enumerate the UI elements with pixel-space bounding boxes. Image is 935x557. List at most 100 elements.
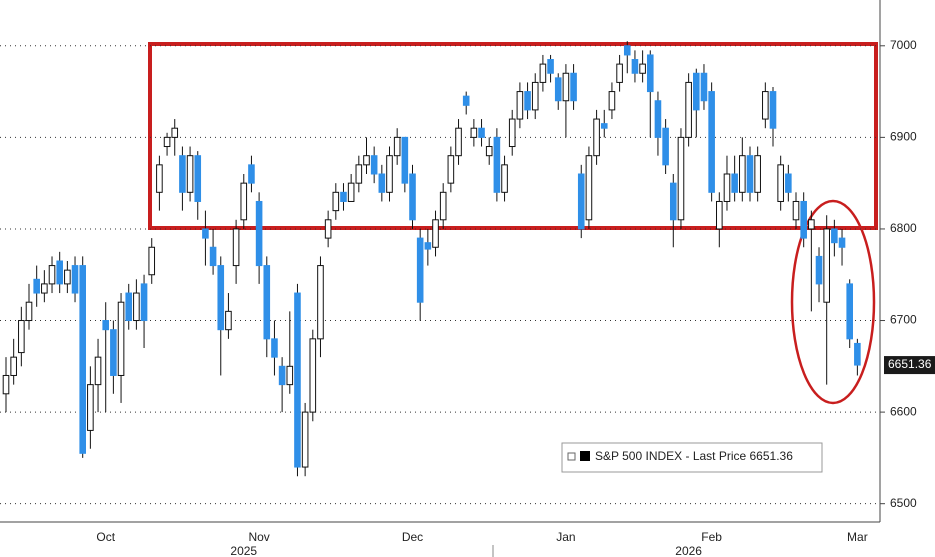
candle-body — [562, 72, 570, 102]
candle-body — [838, 237, 846, 248]
candle-body — [854, 342, 861, 366]
candle-body — [378, 173, 386, 193]
last-price-tag — [884, 356, 935, 375]
candle-body — [48, 265, 56, 285]
candle-body — [271, 338, 278, 358]
candle-body — [654, 100, 662, 138]
candle-body — [639, 63, 646, 74]
candle-body — [470, 127, 478, 138]
candle-body — [202, 228, 209, 239]
candle-body — [125, 292, 133, 322]
candle-body — [478, 127, 485, 138]
candle-body — [554, 77, 562, 102]
candle-body — [386, 155, 393, 193]
candle-body — [25, 301, 33, 322]
candle-body — [823, 228, 830, 303]
candle-body — [340, 191, 347, 202]
candle-body — [163, 136, 171, 148]
candle-body — [846, 283, 854, 340]
candle-body — [102, 320, 110, 331]
candle-body — [600, 123, 608, 129]
candle-body — [424, 242, 432, 250]
candle-body — [570, 72, 577, 102]
y-tick-label: 6600 — [890, 404, 917, 418]
candle-body — [363, 155, 370, 166]
candle-body — [516, 91, 524, 120]
candle-body — [769, 91, 777, 129]
candle-body — [646, 54, 654, 93]
candle-body — [370, 155, 378, 175]
candle-body — [677, 136, 685, 221]
candle-body — [18, 320, 25, 354]
candle-body — [117, 301, 125, 376]
x-tick-label: Feb — [701, 530, 722, 544]
candle-body — [746, 155, 754, 193]
candle-body — [347, 182, 355, 202]
candle-body — [64, 269, 71, 285]
candle-body — [156, 164, 163, 193]
candle-body — [140, 283, 148, 322]
candle-body — [286, 365, 294, 386]
candle-body — [777, 164, 784, 202]
candle-body — [232, 228, 240, 267]
candle-body — [792, 200, 800, 221]
highlight-ellipse — [790, 199, 876, 405]
candle-body — [217, 265, 225, 331]
candle-body — [225, 310, 232, 331]
candle-body — [662, 127, 669, 166]
candle-body — [10, 356, 17, 376]
candle-body — [547, 59, 554, 74]
candle-body — [731, 173, 738, 193]
candle-body — [416, 237, 424, 303]
candle-body — [209, 246, 217, 267]
candle-body — [808, 219, 815, 230]
candle-body — [432, 219, 439, 248]
candle-body — [501, 164, 508, 193]
y-tick-label: 6900 — [890, 130, 917, 144]
candle-body — [393, 136, 401, 157]
candle-body — [94, 356, 102, 386]
candle-body — [539, 63, 547, 83]
candle-body — [785, 173, 792, 193]
year-label: 2026 — [675, 544, 702, 557]
candle-body — [248, 164, 255, 184]
candle-body — [693, 72, 700, 111]
candle-body — [485, 146, 493, 157]
year-label: 2025 — [230, 544, 257, 557]
candle-body — [41, 283, 48, 294]
candle-body — [148, 246, 156, 276]
x-tick-label: Jan — [556, 530, 575, 544]
candle-body — [493, 136, 501, 193]
candle-body — [110, 329, 117, 376]
candle-body — [831, 228, 838, 244]
candle-body — [577, 173, 585, 230]
candle-body — [685, 81, 692, 138]
x-tick-label: Dec — [402, 530, 423, 544]
plot-area — [0, 41, 880, 505]
candle-body — [447, 155, 455, 184]
candle-body — [800, 200, 807, 239]
candle-body — [631, 59, 639, 74]
candle-body — [762, 91, 769, 120]
candle-body — [56, 260, 63, 285]
candle-body — [669, 182, 677, 221]
candle-body — [133, 292, 140, 322]
candle-body — [179, 155, 186, 193]
candle-body — [508, 118, 516, 148]
candle-body — [263, 265, 271, 340]
candle-body — [71, 265, 79, 294]
candle-body — [79, 265, 87, 454]
last-price-label: 6651.36 — [888, 357, 932, 371]
candle-body — [2, 374, 10, 395]
candle-body — [309, 338, 317, 413]
x-tick-label: Oct — [96, 530, 115, 544]
candle-body — [531, 81, 539, 111]
candle-body — [87, 384, 94, 431]
candle-body — [401, 136, 409, 184]
candle-body — [355, 164, 363, 184]
legend-swatch — [580, 451, 590, 461]
candle-body — [723, 173, 731, 202]
candle-body — [301, 411, 309, 468]
candle-body — [33, 278, 40, 294]
